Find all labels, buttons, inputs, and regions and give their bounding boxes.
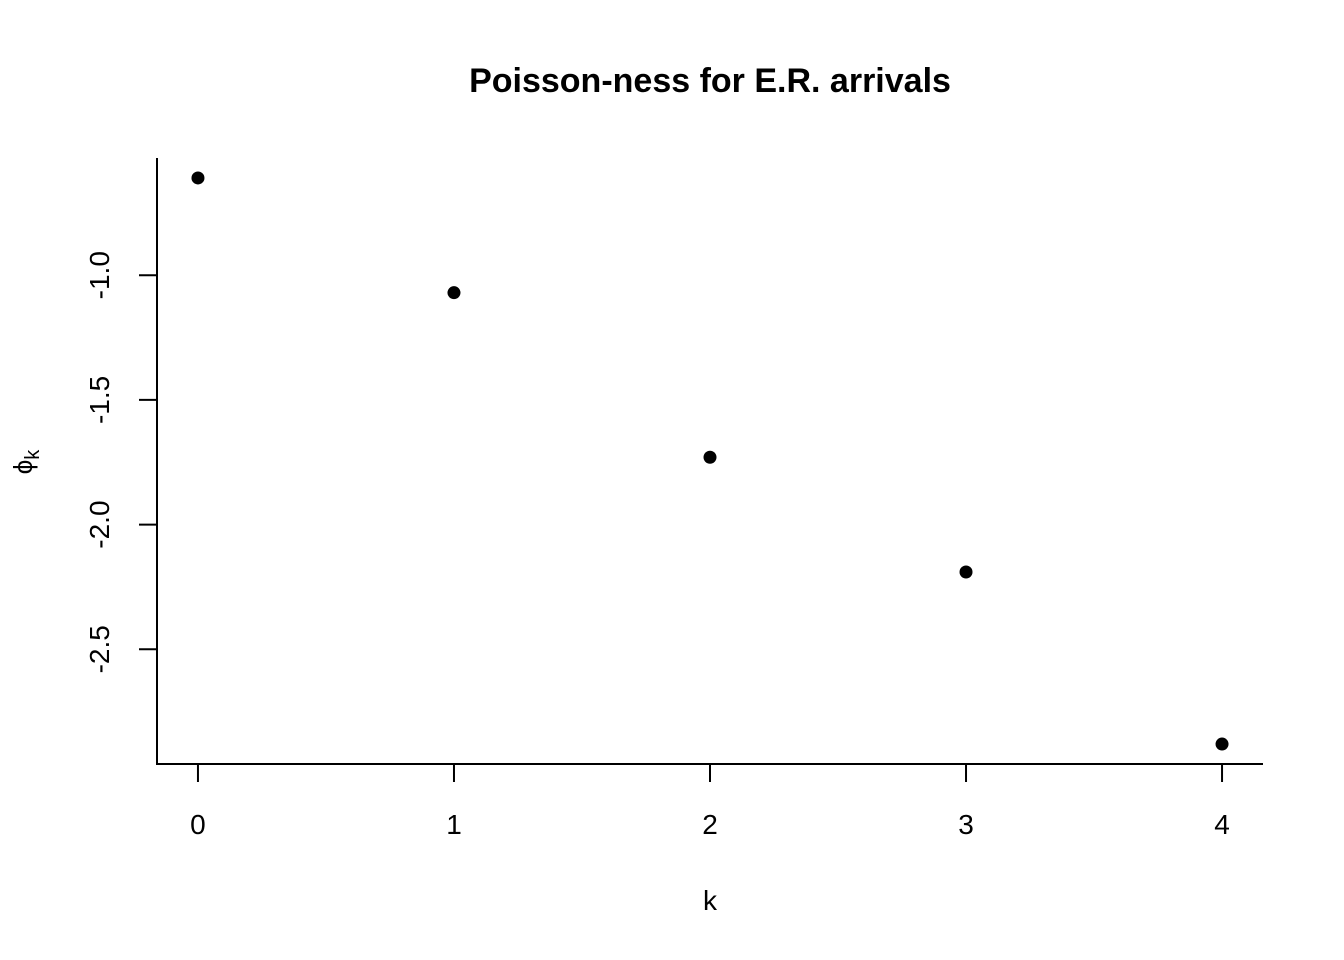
- x-axis-label: k: [703, 885, 718, 916]
- y-axis-label-main: ϕ: [8, 460, 38, 475]
- y-tick-label: -1.5: [84, 376, 115, 424]
- y-tick-label: -2.0: [84, 500, 115, 548]
- svg-text:ϕk: ϕk: [8, 449, 44, 475]
- y-tick-label: -2.5: [84, 625, 115, 673]
- x-tick-label: 1: [446, 809, 462, 840]
- data-point: [1215, 737, 1229, 751]
- x-tick-label: 4: [1214, 809, 1230, 840]
- data-point: [959, 565, 973, 579]
- x-tick-label: 3: [958, 809, 974, 840]
- y-axis-ticks: -1.0 -1.5 -2.0 -2.5: [84, 251, 157, 673]
- data-point: [447, 286, 461, 300]
- data-points: [191, 171, 1229, 751]
- data-point: [703, 450, 717, 464]
- x-tick-label: 0: [190, 809, 206, 840]
- x-axis-ticks: 0 1 2 3 4: [190, 764, 1230, 840]
- y-axis-label-subscript: k: [22, 449, 44, 460]
- y-axis-label: ϕk: [8, 449, 44, 475]
- x-tick-label: 2: [702, 809, 718, 840]
- x-axis-line: [156, 158, 1263, 765]
- chart-title: Poisson-ness for E.R. arrivals: [469, 62, 951, 100]
- axes: [156, 158, 1263, 765]
- data-point: [191, 171, 205, 185]
- y-tick-label: -1.0: [84, 251, 115, 299]
